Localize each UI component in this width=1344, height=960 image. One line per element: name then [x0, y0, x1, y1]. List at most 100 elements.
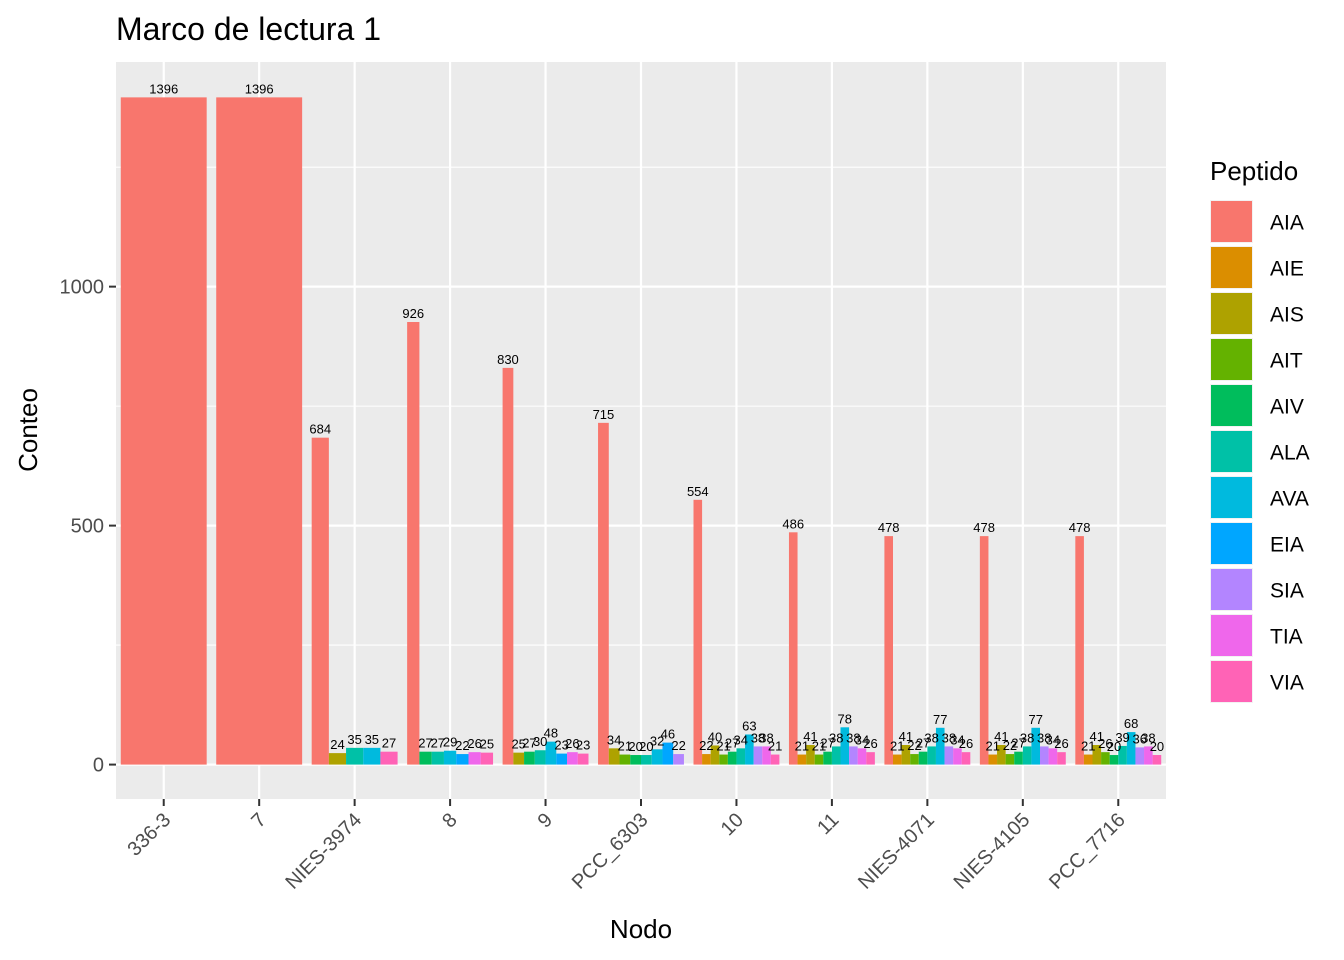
data-label: 38: [1141, 730, 1155, 745]
legend-label: AVA: [1270, 488, 1309, 511]
legend-label: AIT: [1270, 350, 1303, 373]
data-label: 39: [1115, 730, 1129, 745]
data-label: 38: [759, 730, 773, 745]
data-label: 38: [829, 730, 843, 745]
legend-label: AIE: [1270, 258, 1304, 281]
data-label: 20: [639, 739, 653, 754]
bar-ava: [1126, 732, 1136, 765]
data-label: 25: [480, 737, 494, 752]
bar-ava: [363, 747, 381, 765]
bar-ais: [1092, 744, 1102, 765]
bar-aia: [884, 536, 893, 765]
y-tick-label: 0: [93, 755, 104, 777]
y-tick-label: 500: [71, 516, 104, 538]
legend-label: ALA: [1270, 442, 1310, 465]
data-label: 715: [593, 407, 615, 422]
data-label: 926: [402, 306, 424, 321]
bar-ava: [443, 750, 457, 765]
data-label: 22: [907, 738, 921, 753]
legend-key-aie: [1211, 247, 1252, 288]
bar-via: [1057, 752, 1066, 765]
bar-via: [866, 752, 875, 765]
data-label: 38: [924, 730, 938, 745]
bar-ala: [346, 747, 364, 765]
data-label: 40: [708, 729, 722, 744]
data-label: 22: [455, 738, 469, 753]
data-label: 25: [511, 737, 525, 752]
bar-via: [577, 753, 589, 765]
data-label: 20: [628, 739, 642, 754]
bar-ala: [1118, 745, 1127, 765]
x-axis-title: Nodo: [610, 914, 672, 944]
data-label: 1396: [245, 81, 274, 96]
bar-ais: [608, 748, 620, 765]
data-label: 1396: [149, 81, 178, 96]
legend-key-ava: [1211, 477, 1252, 518]
data-label: 38: [942, 730, 956, 745]
bar-ait: [910, 754, 919, 765]
bar-aiv: [918, 751, 928, 765]
bar-sia: [1040, 746, 1049, 765]
data-label: 830: [497, 352, 519, 367]
bar-ait: [719, 754, 728, 765]
data-label: 77: [933, 712, 947, 727]
bar-aiv: [630, 755, 641, 765]
data-label: 32: [650, 733, 664, 748]
data-label: 78: [838, 711, 852, 726]
data-label: 35: [347, 732, 361, 747]
data-label: 46: [661, 727, 675, 742]
bar-sia: [1135, 747, 1145, 765]
bar-via: [1152, 755, 1162, 765]
bar-via: [380, 751, 398, 765]
x-tick-label: 11: [813, 809, 843, 839]
data-label: 478: [878, 520, 900, 535]
bar-ais: [901, 744, 911, 765]
legend-label: AIS: [1270, 304, 1304, 327]
data-label: 27: [725, 736, 739, 751]
bar-ais: [806, 744, 815, 765]
bars: [120, 97, 1162, 765]
data-label: 27: [522, 736, 536, 751]
legend: Peptido AIA AIE AIS AIT AIV ALA AVA EIA SIA TIA VI…: [1210, 156, 1310, 703]
bar-ala: [641, 755, 652, 765]
data-label: 21: [1081, 739, 1095, 754]
legend-key-aia: [1211, 201, 1252, 242]
data-label: 684: [309, 422, 331, 437]
data-label: 26: [959, 736, 973, 751]
data-label: 26: [1098, 736, 1112, 751]
bar-via: [770, 754, 780, 765]
bar-ala: [927, 746, 936, 765]
bar-tia: [567, 752, 578, 765]
bar-aiv: [727, 751, 737, 765]
bar-aiv: [823, 751, 832, 765]
data-label: 21: [986, 739, 1000, 754]
bar-aia: [1075, 536, 1084, 765]
bar-ava: [745, 734, 754, 765]
legend-key-sia: [1211, 569, 1252, 610]
data-label: 27: [820, 736, 834, 751]
data-label: 22: [671, 738, 685, 753]
bar-aie: [988, 754, 998, 765]
x-tick-label: PCC_6303: [568, 809, 653, 894]
data-label: 21: [795, 739, 809, 754]
data-label: 27: [418, 736, 432, 751]
data-label: 34: [855, 732, 869, 747]
legend-key-aiv: [1211, 385, 1252, 426]
bar-ait: [1101, 752, 1110, 765]
x-tick-label: NIES-4105: [950, 809, 1035, 894]
legend-label: VIA: [1270, 672, 1304, 695]
bar-aia: [311, 437, 329, 765]
bar-ais: [710, 745, 720, 765]
data-label: 26: [1054, 736, 1068, 751]
data-label: 27: [382, 736, 396, 751]
bar-ala: [736, 748, 746, 765]
bar-sia: [753, 746, 763, 765]
x-tick-label: 7: [247, 809, 270, 832]
data-label: 486: [782, 516, 804, 531]
data-label: 41: [994, 729, 1008, 744]
data-label: 21: [618, 739, 632, 754]
chart-title: Marco de lectura 1: [116, 11, 381, 47]
data-label: 27: [431, 736, 445, 751]
data-label: 34: [1046, 732, 1060, 747]
data-label: 23: [576, 738, 590, 753]
